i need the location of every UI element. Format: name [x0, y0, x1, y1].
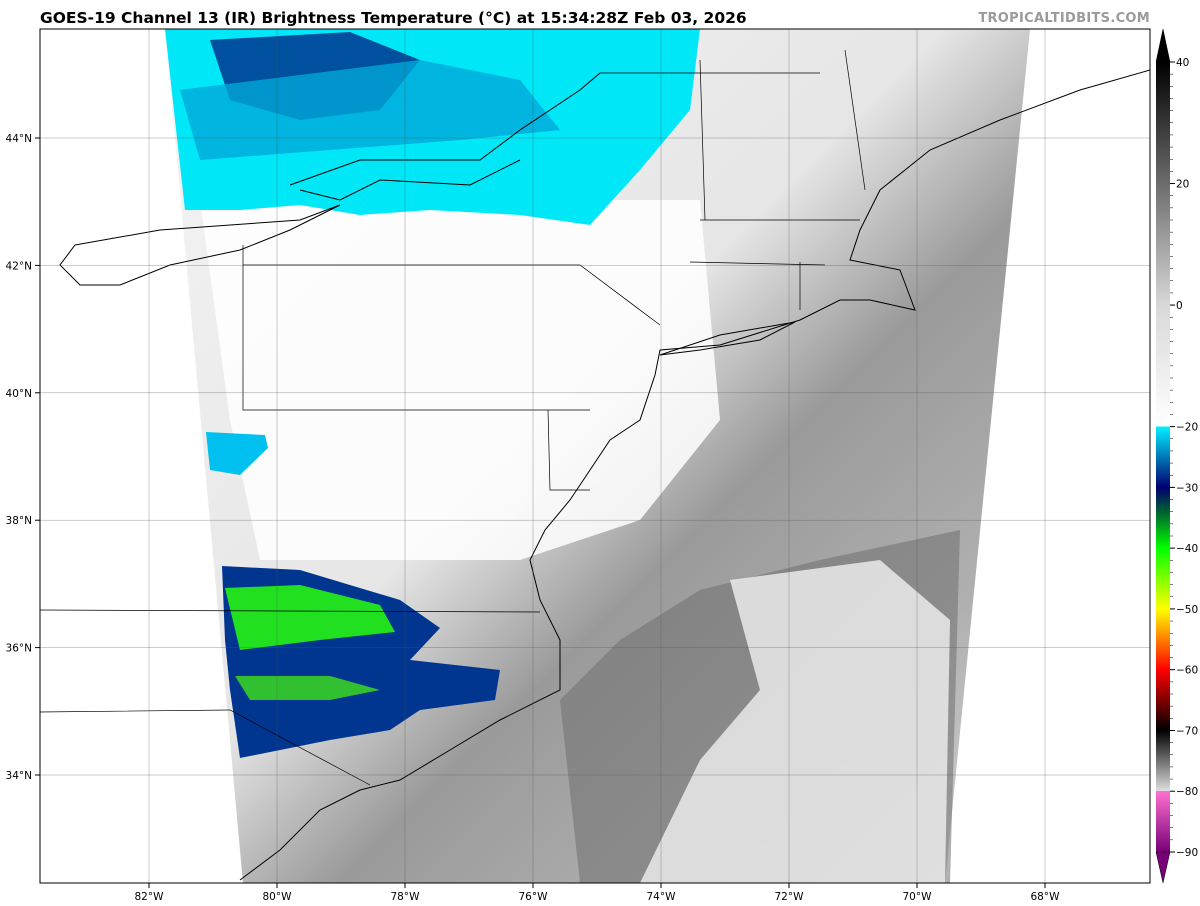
state-borders — [40, 49, 866, 786]
colorbar-label: 20 — [1176, 179, 1189, 191]
lon-label: 68°W — [1031, 891, 1061, 903]
colorbar-label: −30 — [1176, 482, 1198, 494]
longitude-axis: 82°W 80°W 78°W 76°W 74°W 72°W 70°W 68°W — [135, 883, 1061, 903]
lat-label: 40°N — [6, 388, 32, 400]
coastline — [239, 69, 1150, 881]
map-title: GOES-19 Channel 13 (IR) Brightness Tempe… — [40, 9, 747, 27]
cold-cloud-north-mid — [180, 60, 560, 160]
colorbar-label: −20 — [1176, 422, 1198, 434]
clear-region — [640, 560, 950, 883]
lat-label: 42°N — [6, 260, 32, 272]
colorbar-label: −90 — [1176, 847, 1198, 859]
colorbar-label: −70 — [1176, 725, 1198, 737]
colorbar-label: −60 — [1176, 665, 1198, 677]
lon-label: 74°W — [647, 891, 677, 903]
lon-label: 70°W — [903, 891, 933, 903]
cyan-band-west — [206, 432, 268, 475]
colorbar-label: −50 — [1176, 604, 1198, 616]
long-island — [659, 321, 796, 356]
colorbar: 40 20 0 −20 −30 −40 −50 −60 −70 −80 −90 — [1155, 28, 1198, 884]
lat-label: 34°N — [6, 770, 32, 782]
colorbar-label: −80 — [1176, 786, 1198, 798]
map-frame — [39, 28, 1151, 884]
lon-label: 76°W — [519, 891, 549, 903]
green-cloud-core — [225, 585, 395, 650]
colorbar-label: 0 — [1176, 300, 1183, 312]
great-lakes — [59, 72, 601, 286]
map-area — [40, 29, 1150, 883]
white-cloud-region — [200, 200, 720, 560]
lon-label: 72°W — [775, 891, 805, 903]
lat-label: 44°N — [6, 133, 32, 145]
colorbar-min-arrow — [1155, 851, 1171, 884]
colorbar-label: 40 — [1176, 57, 1189, 69]
green-cloud-core-2 — [235, 676, 380, 700]
colorbar-max-arrow — [1155, 28, 1171, 63]
colorbar-bar — [1156, 62, 1170, 852]
lon-label: 78°W — [391, 891, 421, 903]
lon-label: 82°W — [135, 891, 165, 903]
gridlines — [40, 29, 1150, 883]
lat-label: 38°N — [6, 515, 32, 527]
lat-label: 36°N — [6, 643, 32, 655]
latitude-axis: 44°N 42°N 40°N 38°N 36°N 34°N — [6, 133, 40, 782]
lon-label: 80°W — [263, 891, 293, 903]
watermark: TROPICALTIDBITS.COM — [978, 11, 1150, 26]
colorbar-label: −40 — [1176, 543, 1198, 555]
